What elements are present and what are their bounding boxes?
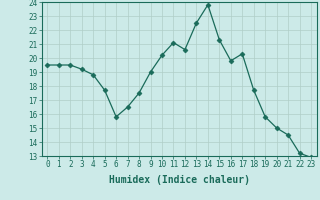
X-axis label: Humidex (Indice chaleur): Humidex (Indice chaleur): [109, 175, 250, 185]
